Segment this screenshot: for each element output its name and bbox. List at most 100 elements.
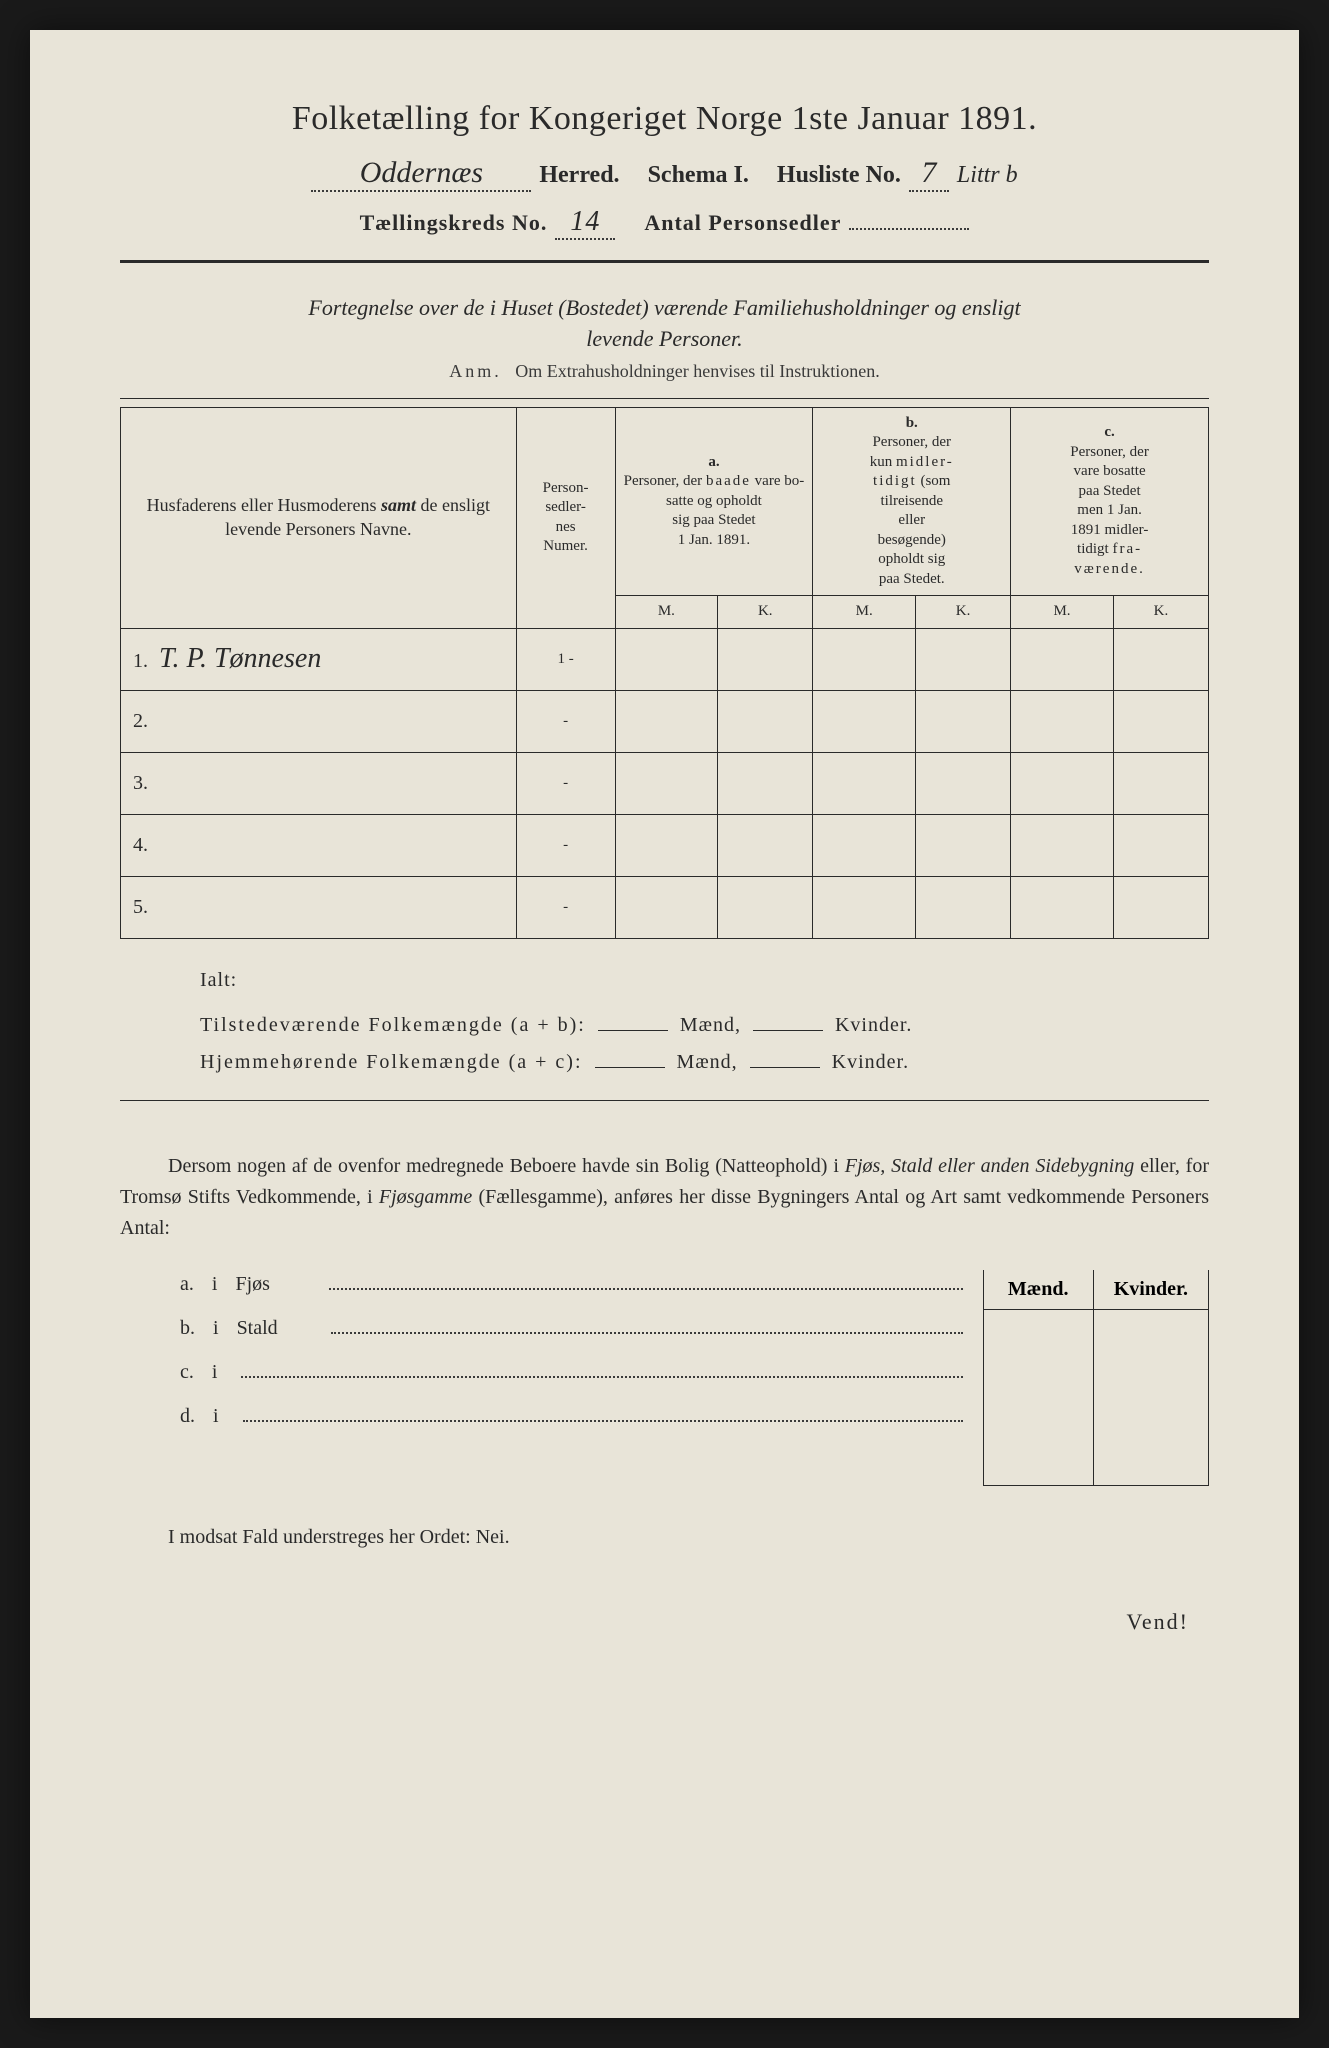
dots-fill xyxy=(243,1402,963,1422)
col-c-k: K. xyxy=(1113,596,1208,629)
cell xyxy=(813,690,916,752)
dots-fill xyxy=(331,1314,963,1334)
row-numer: - xyxy=(516,752,615,814)
mk-cell xyxy=(983,1309,1093,1353)
cell xyxy=(1011,814,1114,876)
mk-cell xyxy=(983,1441,1093,1485)
mk-cell xyxy=(1093,1397,1208,1441)
row-num: 5. xyxy=(133,896,154,918)
sub-list-row: c. i xyxy=(180,1358,963,1384)
herred-label: Herred. xyxy=(539,162,619,189)
col-b-letter: b. xyxy=(906,415,918,431)
header-line-2: Tællingskreds No. 14 Antal Personsedler xyxy=(120,206,1209,240)
table-row: 3. - xyxy=(121,752,1209,814)
col-c-text: Personer, dervare bosattepaa Stedetmen 1… xyxy=(1070,444,1149,577)
cell xyxy=(813,814,916,876)
col-a-header: a. Personer, der baade vare bo-satte og … xyxy=(615,407,813,596)
cell xyxy=(916,690,1011,752)
sub-label: c. xyxy=(180,1361,194,1384)
cell xyxy=(916,814,1011,876)
dots-fill xyxy=(329,1270,962,1290)
rule-thin-1 xyxy=(120,398,1209,399)
sub-list-row: d. i xyxy=(180,1402,963,1428)
totals-block: Ialt: Tilstedeværende Folkemængde (a + b… xyxy=(120,969,1209,1074)
mk-maend-header: Mænd. xyxy=(983,1270,1093,1310)
sub-list-row: a. i Fjøs xyxy=(180,1270,963,1296)
sub-text: Stald xyxy=(237,1317,307,1340)
subtitle: Fortegnelse over de i Huset (Bostedet) v… xyxy=(120,293,1209,355)
husliste-suffix: Littr b xyxy=(957,162,1018,189)
sub-i: i xyxy=(213,1317,219,1340)
row-num: 2. xyxy=(133,710,154,732)
sub-i: i xyxy=(212,1361,218,1384)
row-name: 1. T. P. Tønnesen xyxy=(121,628,517,690)
cell xyxy=(718,628,813,690)
cell xyxy=(916,876,1011,938)
cell xyxy=(813,876,916,938)
cell xyxy=(1011,752,1114,814)
table-body: 1. T. P. Tønnesen 1 - 2. - xyxy=(121,628,1209,938)
col-a-letter: a. xyxy=(708,454,719,470)
antal-value xyxy=(849,228,969,230)
cell xyxy=(1011,690,1114,752)
blank-field xyxy=(753,1030,823,1031)
row-name: 5. xyxy=(121,876,517,938)
anm-line: Anm. Om Extrahusholdninger henvises til … xyxy=(120,361,1209,382)
cell xyxy=(718,876,813,938)
mk-cell xyxy=(1093,1353,1208,1397)
cell xyxy=(718,752,813,814)
main-title: Folketælling for Kongeriget Norge 1ste J… xyxy=(120,100,1209,138)
cell xyxy=(1113,876,1208,938)
col-c-m: M. xyxy=(1011,596,1114,629)
sub-table: a. i Fjøs b. i Stald c. i d. i xyxy=(120,1270,1209,1486)
cell xyxy=(916,628,1011,690)
census-form-page: Folketælling for Kongeriget Norge 1ste J… xyxy=(30,30,1299,2018)
row-numer: - xyxy=(516,690,615,752)
mk-table: Mænd. Kvinder. xyxy=(983,1270,1209,1486)
row-num: 1. xyxy=(133,650,154,672)
col-c-letter: c. xyxy=(1104,424,1114,440)
cell xyxy=(1011,628,1114,690)
col-numer-header: Person-sedler-nesNumer. xyxy=(516,407,615,628)
sub-list-row: b. i Stald xyxy=(180,1314,963,1340)
anm-text: Om Extrahusholdninger henvises til Instr… xyxy=(515,361,879,381)
table-row: 2. - xyxy=(121,690,1209,752)
totals-line1-label: Tilstedeværende Folkemængde (a + b): xyxy=(200,1014,586,1036)
body-paragraph: Dersom nogen af de ovenfor medregnede Be… xyxy=(120,1151,1209,1244)
row-name: 3. xyxy=(121,752,517,814)
blank-field xyxy=(598,1030,668,1031)
herred-value: Oddernæs xyxy=(311,156,531,192)
cell xyxy=(1113,628,1208,690)
sub-label: b. xyxy=(180,1317,195,1340)
row-numer: - xyxy=(516,814,615,876)
col-c-header: c. Personer, dervare bosattepaa Stedetme… xyxy=(1011,407,1209,596)
rule-thin-2 xyxy=(120,1100,1209,1101)
row-num: 4. xyxy=(133,834,154,856)
totals-line-2: Hjemmehørende Folkemængde (a + c): Mænd,… xyxy=(200,1051,1209,1074)
ialt-label: Ialt: xyxy=(200,969,1209,992)
mk-cell xyxy=(1093,1309,1208,1353)
main-table: Husfaderens eller Husmoderens samt de en… xyxy=(120,407,1209,939)
cell xyxy=(813,752,916,814)
totals-line2-label: Hjemmehørende Folkemængde (a + c): xyxy=(200,1051,583,1073)
blank-field xyxy=(750,1067,820,1068)
mk-cell xyxy=(983,1353,1093,1397)
row-numer: - xyxy=(516,876,615,938)
rule-thick-1 xyxy=(120,260,1209,263)
sub-i: i xyxy=(212,1273,218,1296)
sub-i: i xyxy=(213,1405,219,1428)
cell xyxy=(1113,814,1208,876)
kreds-label: Tællingskreds No. xyxy=(360,210,548,236)
dots-fill xyxy=(241,1358,962,1378)
col-b-k: K. xyxy=(916,596,1011,629)
subtitle-line2: levende Personer. xyxy=(586,326,742,351)
cell xyxy=(718,814,813,876)
cell xyxy=(615,628,718,690)
cell xyxy=(718,690,813,752)
cell xyxy=(615,752,718,814)
row-name: 4. xyxy=(121,814,517,876)
mk-cell xyxy=(1093,1441,1208,1485)
subtitle-line1: Fortegnelse over de i Huset (Bostedet) v… xyxy=(308,295,1020,320)
kvinder-label: Kvinder. xyxy=(832,1051,909,1073)
row-name-value: T. P. Tønnesen xyxy=(159,643,321,674)
